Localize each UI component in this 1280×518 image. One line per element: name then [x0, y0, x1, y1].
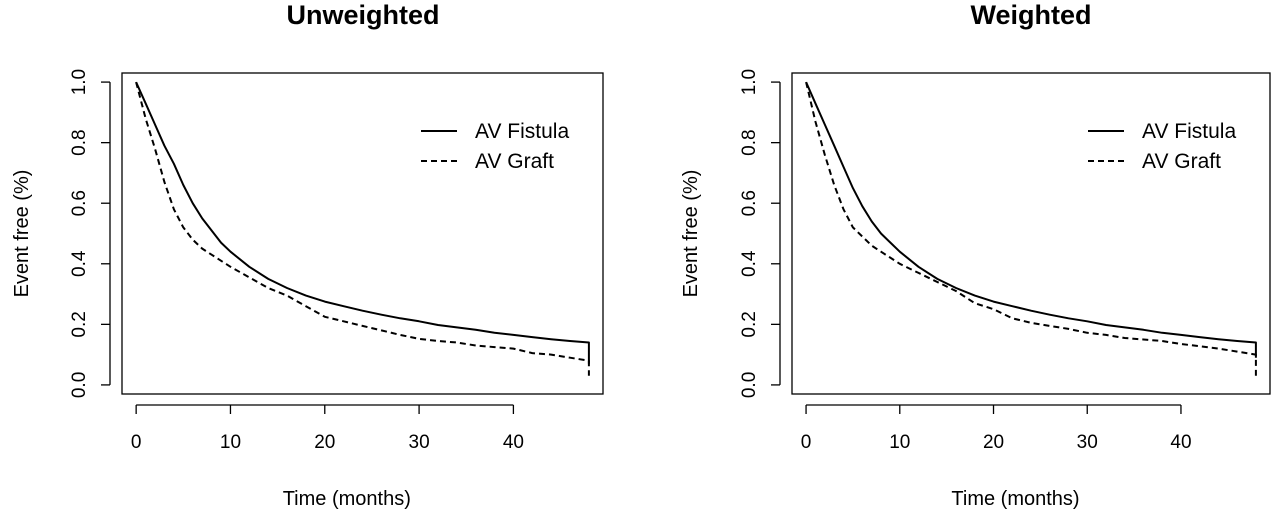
legend-label: AV Graft: [475, 150, 554, 173]
y-tick-label: 0.0: [739, 372, 760, 398]
chart-title: Weighted: [971, 0, 1092, 30]
y-tick-label: 0.2: [739, 311, 760, 337]
x-tick-label: 20: [983, 432, 1004, 453]
y-tick-label: 1.0: [739, 69, 760, 95]
plot-frame: [791, 72, 1271, 395]
y-tick-label: 0.0: [69, 372, 90, 398]
x-tick-label: 20: [314, 432, 335, 453]
y-tick-label: 0.2: [69, 311, 90, 337]
y-tick-label: 0.6: [739, 190, 760, 216]
series-line-av-fistula: [805, 81, 1257, 358]
x-axis-label: Time (months): [283, 488, 411, 510]
legend-label: AV Fistula: [475, 120, 569, 143]
x-tick-label: 0: [131, 432, 142, 453]
x-tick-label: 0: [801, 432, 812, 453]
legend-label: AV Graft: [1142, 150, 1221, 173]
plot-frame: [121, 72, 604, 395]
series-line-av-graft: [135, 81, 590, 376]
legend-label: AV Fistula: [1142, 120, 1236, 143]
y-axis-label: Event free (%): [11, 170, 33, 298]
x-tick-label: 40: [503, 432, 524, 453]
chart-title: Unweighted: [287, 0, 440, 30]
x-tick-label: 30: [1077, 432, 1098, 453]
y-tick-label: 0.4: [739, 250, 760, 277]
series-line-av-graft: [805, 81, 1257, 376]
y-tick-label: 0.4: [69, 250, 90, 277]
series-line-av-fistula: [135, 81, 590, 364]
x-axis-label: Time (months): [951, 488, 1079, 510]
x-tick-label: 10: [889, 432, 910, 453]
y-axis-label: Event free (%): [680, 170, 702, 298]
chart-panel-2: Weighted 0 10 20 30 40 0.0 0.2 0.4 0.6 0.8 1.0 Time …: [680, 0, 1271, 510]
y-tick-label: 0.6: [69, 190, 90, 216]
x-tick-label: 10: [220, 432, 241, 453]
y-tick-label: 0.8: [69, 129, 90, 155]
x-tick-label: 30: [409, 432, 430, 453]
y-tick-label: 0.8: [739, 129, 760, 155]
chart-panel-1: Unweighted 0 10 20 30 40 0.0 0.2 0.4 0.6 0.8 1.0 Tim…: [11, 0, 604, 510]
x-tick-label: 40: [1170, 432, 1191, 453]
y-tick-label: 1.0: [69, 69, 90, 95]
